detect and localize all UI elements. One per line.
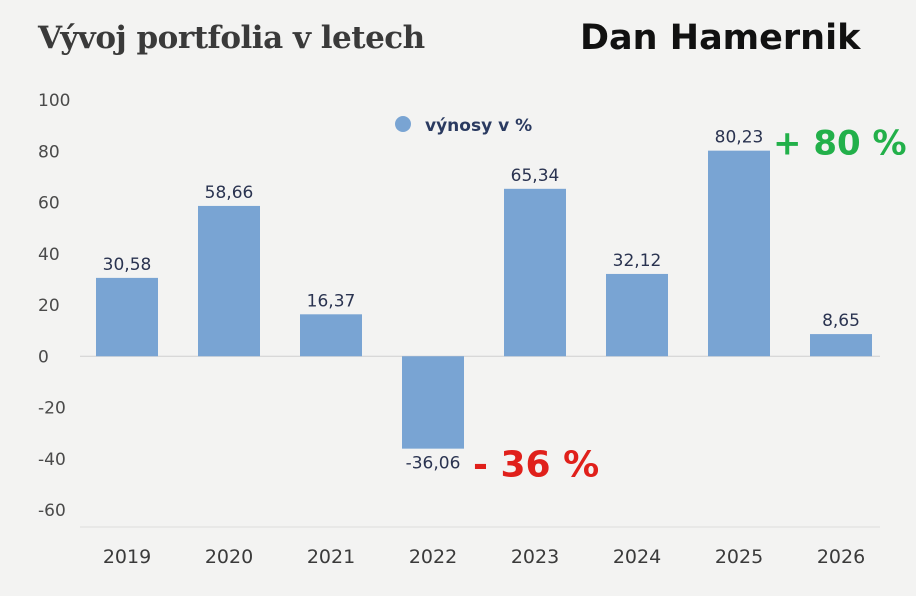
y-tick-label: 60 <box>38 194 60 214</box>
data-label: 16,37 <box>307 291 356 311</box>
data-label: 32,12 <box>613 251 662 271</box>
x-tick-label: 2023 <box>511 546 559 568</box>
data-label: 80,23 <box>715 128 764 148</box>
chart-title: Vývoj portfolia v letech <box>38 20 425 56</box>
y-tick-label: -20 <box>38 399 66 419</box>
y-tick-label: -40 <box>38 450 66 470</box>
y-tick-label: 100 <box>38 91 70 111</box>
bar <box>402 356 464 449</box>
bar <box>96 277 158 357</box>
bar <box>810 334 872 357</box>
x-tick-label: 2025 <box>715 546 763 568</box>
x-tick-label: 2019 <box>103 546 151 568</box>
data-label: -36,06 <box>406 454 461 474</box>
y-tick-label: 20 <box>38 296 60 316</box>
y-tick-label: 0 <box>38 347 49 367</box>
data-label: 58,66 <box>205 183 254 203</box>
legend-label: výnosy v % <box>425 116 532 136</box>
author-name: Dan Hamernik <box>580 18 861 58</box>
x-tick-label: 2020 <box>205 546 253 568</box>
bar <box>606 273 668 357</box>
loss-annotation: - 36 % <box>473 445 599 486</box>
data-label: 30,58 <box>103 255 152 275</box>
x-tick-label: 2021 <box>307 546 355 568</box>
data-label: 65,34 <box>511 166 560 186</box>
y-tick-label: 80 <box>38 142 60 162</box>
gain-annotation: + 80 % <box>773 124 907 164</box>
data-label: 8,65 <box>822 311 860 331</box>
y-tick-label: 40 <box>38 245 60 265</box>
legend-marker <box>395 116 411 132</box>
bar <box>708 150 770 357</box>
bar <box>504 188 566 357</box>
y-tick-label: -60 <box>38 501 66 521</box>
bar <box>198 205 260 357</box>
x-tick-label: 2022 <box>409 546 457 568</box>
bar <box>300 314 362 357</box>
x-tick-label: 2024 <box>613 546 661 568</box>
x-tick-label: 2026 <box>817 546 865 568</box>
